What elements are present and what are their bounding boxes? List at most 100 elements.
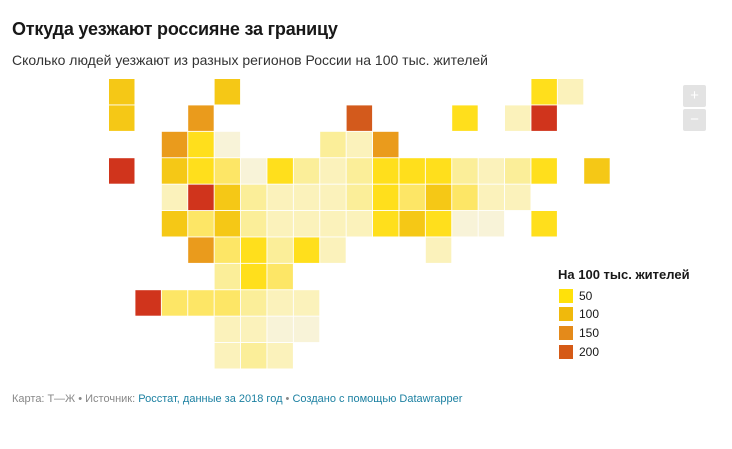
region-tile[interactable]: [161, 131, 188, 158]
region-tile[interactable]: [267, 211, 293, 237]
region-tile[interactable]: [267, 237, 293, 263]
region-tile[interactable]: [109, 79, 135, 105]
footer-prefix: Карта: Т—Ж • Источник:: [12, 393, 139, 405]
zoom-out-button[interactable]: −: [683, 109, 706, 131]
region-tile[interactable]: [452, 211, 478, 237]
footer: Карта: Т—Ж • Источник: Росстат, данные з…: [12, 393, 462, 405]
region-tile[interactable]: [320, 158, 346, 184]
legend-label: 200: [579, 345, 600, 359]
region-tile[interactable]: [346, 211, 373, 237]
region-tile[interactable]: [161, 158, 188, 184]
region-tile[interactable]: [293, 316, 320, 343]
region-tile[interactable]: [188, 290, 214, 316]
region-tile[interactable]: [241, 263, 267, 290]
region-tile[interactable]: [373, 184, 399, 211]
region-tile[interactable]: [399, 184, 425, 211]
region-tile[interactable]: [452, 184, 478, 211]
region-tile[interactable]: [452, 158, 478, 184]
region-tile[interactable]: [267, 290, 293, 316]
region-tile[interactable]: [267, 316, 293, 343]
source-link[interactable]: Росстат, данные за 2018 год: [138, 393, 283, 405]
legend-swatch: [559, 345, 573, 359]
map-title: Откуда уезжают россияне за границу: [12, 19, 338, 39]
region-tile[interactable]: [267, 184, 293, 211]
region-tile[interactable]: [214, 343, 241, 369]
region-tile[interactable]: [214, 79, 241, 105]
region-tile[interactable]: [267, 263, 293, 290]
region-tile[interactable]: [373, 158, 399, 184]
region-tile[interactable]: [425, 237, 452, 263]
region-tile[interactable]: [373, 211, 399, 237]
region-tile[interactable]: [214, 184, 241, 211]
region-tile[interactable]: [161, 290, 188, 316]
region-tile[interactable]: [399, 211, 425, 237]
region-tile[interactable]: [478, 211, 505, 237]
legend-label: 100: [579, 307, 600, 321]
region-tile[interactable]: [478, 158, 505, 184]
region-tile[interactable]: [293, 237, 320, 263]
region-tile[interactable]: [584, 158, 610, 184]
region-tile[interactable]: [505, 184, 531, 211]
zoom-in-button[interactable]: +: [683, 85, 706, 107]
region-tile[interactable]: [241, 316, 267, 343]
region-tile[interactable]: [214, 158, 241, 184]
region-tile[interactable]: [478, 184, 505, 211]
region-tile[interactable]: [531, 211, 557, 237]
region-tile[interactable]: [267, 343, 293, 369]
legend-swatch: [559, 289, 573, 303]
region-tile[interactable]: [188, 105, 214, 131]
region-tile[interactable]: [241, 343, 267, 369]
region-tile[interactable]: [241, 211, 267, 237]
credit-link[interactable]: Создано с помощью Datawrapper: [292, 393, 463, 405]
region-tile[interactable]: [214, 131, 241, 158]
legend-swatch: [559, 307, 573, 321]
region-tile[interactable]: [320, 131, 346, 158]
region-tile[interactable]: [320, 184, 346, 211]
region-tile[interactable]: [531, 79, 557, 105]
region-tile[interactable]: [399, 158, 425, 184]
legend-title: На 100 тыс. жителей: [558, 267, 690, 282]
region-tile[interactable]: [425, 184, 452, 211]
region-tile[interactable]: [241, 158, 267, 184]
region-tile[interactable]: [346, 184, 373, 211]
region-tile[interactable]: [505, 105, 531, 131]
region-tile[interactable]: [505, 158, 531, 184]
region-tile[interactable]: [161, 184, 188, 211]
region-tile[interactable]: [452, 105, 478, 131]
region-tile[interactable]: [346, 131, 373, 158]
region-tile[interactable]: [293, 290, 320, 316]
region-tile[interactable]: [161, 211, 188, 237]
region-tile[interactable]: [188, 131, 214, 158]
region-tile[interactable]: [188, 184, 214, 211]
region-tile[interactable]: [293, 158, 320, 184]
region-tile[interactable]: [346, 158, 373, 184]
region-tile[interactable]: [267, 158, 293, 184]
region-tile[interactable]: [188, 158, 214, 184]
region-tile[interactable]: [557, 79, 584, 105]
region-tile[interactable]: [109, 158, 135, 184]
region-tile[interactable]: [109, 105, 135, 131]
region-tile[interactable]: [135, 290, 161, 316]
region-tile[interactable]: [320, 211, 346, 237]
region-tile[interactable]: [531, 105, 557, 131]
region-tile[interactable]: [373, 131, 399, 158]
region-tile[interactable]: [425, 158, 452, 184]
region-tile[interactable]: [214, 211, 241, 237]
region-tile[interactable]: [188, 237, 214, 263]
region-tile[interactable]: [320, 237, 346, 263]
region-tile[interactable]: [214, 316, 241, 343]
region-tile[interactable]: [214, 237, 241, 263]
region-tile[interactable]: [293, 211, 320, 237]
legend-swatch: [559, 326, 573, 340]
region-tile[interactable]: [214, 290, 241, 316]
region-tile[interactable]: [346, 105, 373, 131]
region-tile[interactable]: [214, 263, 241, 290]
region-tile[interactable]: [531, 158, 557, 184]
region-tile[interactable]: [425, 211, 452, 237]
region-tile[interactable]: [241, 290, 267, 316]
region-tile[interactable]: [293, 184, 320, 211]
footer-separator: •: [282, 393, 293, 405]
region-tile[interactable]: [188, 211, 214, 237]
region-tile[interactable]: [241, 184, 267, 211]
region-tile[interactable]: [241, 237, 267, 263]
